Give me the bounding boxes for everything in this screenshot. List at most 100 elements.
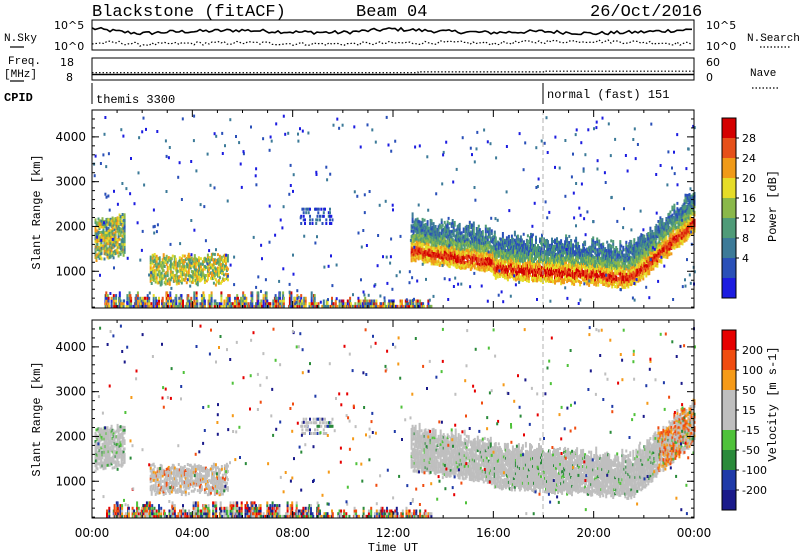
data-cell <box>547 242 549 246</box>
data-cell <box>107 302 110 306</box>
data-cell <box>493 233 496 237</box>
data-cell <box>329 218 331 222</box>
data-cell <box>167 294 169 298</box>
data-cell <box>420 237 423 241</box>
data-cell <box>411 212 414 216</box>
data-cell <box>416 244 419 248</box>
data-cell <box>472 253 475 257</box>
data-cell <box>490 261 493 265</box>
data-cell <box>96 242 99 246</box>
data-cell <box>306 207 309 211</box>
data-cell <box>329 214 331 218</box>
data-cell <box>106 247 109 251</box>
data-cell <box>151 304 154 308</box>
data-cell <box>450 235 453 239</box>
data-cell <box>226 267 229 271</box>
data-cell <box>448 265 451 269</box>
data-cell <box>686 193 689 197</box>
data-cell <box>317 207 320 211</box>
data-cell <box>630 240 633 244</box>
data-cell <box>115 294 118 298</box>
data-cell <box>434 246 437 250</box>
data-cell <box>483 269 486 273</box>
data-cell <box>248 304 251 308</box>
data-cell <box>588 267 591 271</box>
data-cell <box>551 277 553 281</box>
data-cell <box>497 262 500 266</box>
data-cell <box>440 232 443 235</box>
data-cell <box>183 260 186 263</box>
data-cell <box>158 275 161 279</box>
data-cell <box>673 246 676 250</box>
data-cell <box>191 275 194 279</box>
data-cell <box>224 261 227 265</box>
data-cell <box>602 272 605 276</box>
data-cell <box>123 237 126 241</box>
data-cell <box>568 276 571 279</box>
data-cell <box>459 234 462 238</box>
data-cell <box>678 244 681 248</box>
data-cell <box>506 270 509 274</box>
data-cell <box>94 226 97 230</box>
data-cell <box>178 299 181 303</box>
data-cell <box>475 251 478 255</box>
data-cell <box>640 246 643 250</box>
data-cell <box>203 302 206 306</box>
data-cell <box>683 226 686 230</box>
data-cell <box>429 224 432 228</box>
data-cell <box>472 226 475 230</box>
data-cell <box>148 299 151 303</box>
data-cell <box>541 244 543 248</box>
data-cell <box>211 258 214 262</box>
data-cell <box>586 263 589 267</box>
data-cell <box>523 258 526 262</box>
data-cell <box>629 264 632 268</box>
data-cell <box>476 227 479 231</box>
data-cell <box>136 296 139 300</box>
data-cell <box>621 286 624 290</box>
data-cell <box>199 304 202 308</box>
data-cell <box>600 248 603 252</box>
data-cell <box>534 279 536 283</box>
data-cell <box>152 265 155 269</box>
data-cell <box>158 299 160 303</box>
data-cell <box>437 230 440 234</box>
data-cell <box>421 244 424 248</box>
data-cell <box>437 227 440 231</box>
data-cell <box>122 304 125 308</box>
data-cell <box>478 238 481 242</box>
data-cell <box>468 239 471 243</box>
data-cell <box>467 249 470 253</box>
data-cell <box>169 294 172 298</box>
data-cell <box>437 225 440 229</box>
data-cell <box>558 267 560 271</box>
data-cell <box>611 285 614 289</box>
data-cell <box>541 241 543 245</box>
data-cell <box>149 266 152 270</box>
data-cell <box>650 268 653 271</box>
data-cell <box>173 304 175 308</box>
data-cell <box>635 279 638 283</box>
data-cell <box>556 237 558 241</box>
data-cell <box>594 251 597 255</box>
data-cell <box>644 237 647 241</box>
data-cell <box>106 294 109 298</box>
data-cell <box>491 265 494 268</box>
data-cell <box>484 224 487 228</box>
data-cell <box>686 196 689 200</box>
data-cell <box>94 250 97 254</box>
data-cell <box>309 218 311 222</box>
data-cell <box>242 302 245 306</box>
data-cell <box>106 255 109 259</box>
data-cell <box>667 240 670 243</box>
data-cell <box>440 218 443 222</box>
data-cell <box>300 222 303 225</box>
data-cell <box>324 207 326 211</box>
data-cell <box>243 304 246 308</box>
data-cell <box>568 267 571 271</box>
data-cell <box>544 249 546 253</box>
data-cell <box>556 239 558 243</box>
data-cell <box>577 241 580 245</box>
data-cell <box>173 255 176 259</box>
data-cell <box>112 296 115 300</box>
